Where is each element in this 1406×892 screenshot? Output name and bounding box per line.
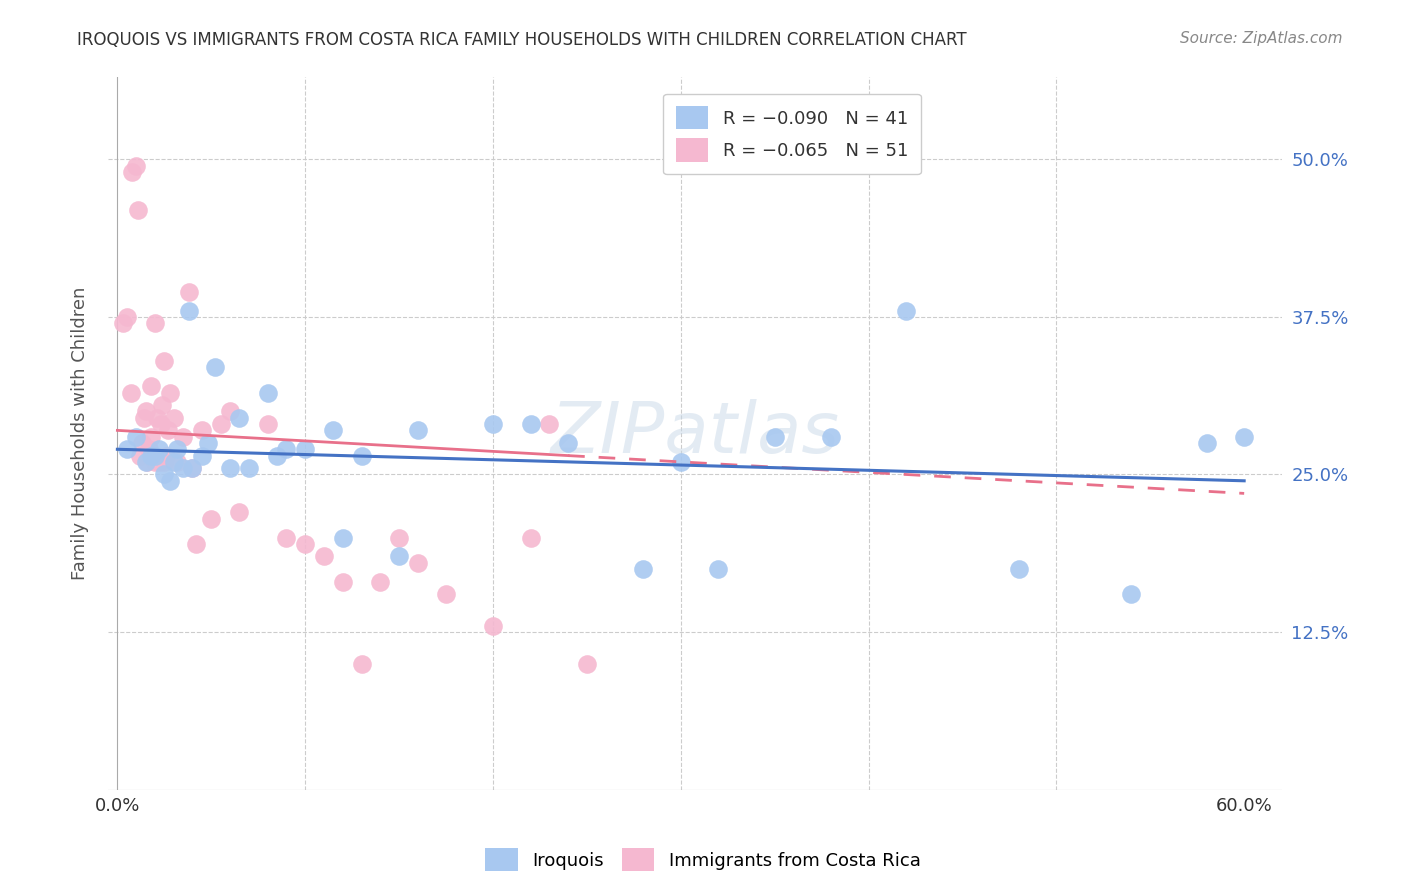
Point — [631, 562, 654, 576]
Point — [131, 436, 153, 450]
Point — [157, 423, 180, 437]
Point — [152, 398, 174, 412]
Point — [135, 455, 157, 469]
Y-axis label: Family Households with Children: Family Households with Children — [72, 287, 89, 580]
Point — [1233, 430, 1256, 444]
Point — [197, 436, 219, 450]
Point — [172, 430, 194, 444]
Point — [127, 202, 149, 217]
Point — [209, 417, 232, 431]
Point — [177, 303, 200, 318]
Text: Source: ZipAtlas.com: Source: ZipAtlas.com — [1180, 31, 1343, 46]
Point — [322, 423, 344, 437]
Legend: Iroquois, Immigrants from Costa Rica: Iroquois, Immigrants from Costa Rica — [478, 841, 928, 879]
Point — [350, 657, 373, 671]
Point — [707, 562, 730, 576]
Point — [181, 461, 204, 475]
Point — [136, 455, 159, 469]
Point — [181, 461, 204, 475]
Point — [115, 442, 138, 457]
Point — [146, 410, 169, 425]
Point — [142, 449, 165, 463]
Point — [166, 455, 188, 469]
Point — [1195, 436, 1218, 450]
Point — [406, 556, 429, 570]
Point — [129, 449, 152, 463]
Point — [121, 165, 143, 179]
Point — [153, 455, 176, 469]
Point — [204, 360, 226, 375]
Point — [557, 436, 579, 450]
Point — [219, 461, 242, 475]
Point — [294, 442, 316, 457]
Point — [388, 549, 411, 564]
Point — [115, 310, 138, 324]
Point — [434, 587, 457, 601]
Point — [125, 430, 148, 444]
Point — [482, 417, 505, 431]
Point — [669, 455, 692, 469]
Point — [148, 442, 170, 457]
Point — [120, 385, 142, 400]
Point — [163, 455, 186, 469]
Point — [159, 474, 181, 488]
Point — [763, 430, 786, 444]
Point — [177, 285, 200, 299]
Point — [238, 461, 260, 475]
Point — [368, 574, 391, 589]
Point — [132, 410, 155, 425]
Point — [482, 619, 505, 633]
Point — [519, 417, 541, 431]
Point — [312, 549, 335, 564]
Point — [143, 449, 166, 463]
Point — [163, 410, 186, 425]
Legend: R = −0.090   N = 41, R = −0.065   N = 51: R = −0.090 N = 41, R = −0.065 N = 51 — [664, 94, 921, 174]
Point — [228, 410, 250, 425]
Point — [219, 404, 242, 418]
Point — [538, 417, 561, 431]
Point — [332, 531, 354, 545]
Point — [200, 511, 222, 525]
Point — [228, 505, 250, 519]
Point — [276, 442, 298, 457]
Point — [266, 449, 288, 463]
Point — [191, 449, 214, 463]
Point — [148, 455, 170, 469]
Point — [1121, 587, 1143, 601]
Point — [276, 531, 298, 545]
Point — [350, 449, 373, 463]
Point — [820, 430, 842, 444]
Point — [894, 303, 917, 318]
Point — [406, 423, 429, 437]
Point — [575, 657, 598, 671]
Point — [159, 385, 181, 400]
Point — [166, 442, 188, 457]
Point — [1008, 562, 1031, 576]
Point — [153, 467, 176, 482]
Text: IROQUOIS VS IMMIGRANTS FROM COSTA RICA FAMILY HOUSEHOLDS WITH CHILDREN CORRELATI: IROQUOIS VS IMMIGRANTS FROM COSTA RICA F… — [77, 31, 967, 49]
Point — [155, 449, 177, 463]
Point — [141, 449, 163, 463]
Point — [149, 417, 172, 431]
Point — [143, 455, 166, 469]
Text: ZIPatlas: ZIPatlas — [550, 399, 839, 468]
Point — [143, 316, 166, 330]
Point — [125, 159, 148, 173]
Point — [256, 417, 278, 431]
Point — [294, 537, 316, 551]
Point — [141, 430, 163, 444]
Point — [138, 442, 160, 457]
Point — [141, 379, 163, 393]
Point — [388, 531, 411, 545]
Point — [135, 404, 157, 418]
Point — [191, 423, 214, 437]
Point — [519, 531, 541, 545]
Point — [172, 461, 194, 475]
Point — [111, 316, 134, 330]
Point — [332, 574, 354, 589]
Point — [186, 537, 208, 551]
Point — [153, 354, 176, 368]
Point — [256, 385, 278, 400]
